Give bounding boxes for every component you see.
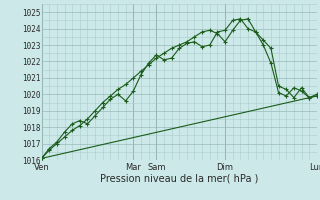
- X-axis label: Pression niveau de la mer( hPa ): Pression niveau de la mer( hPa ): [100, 173, 258, 183]
